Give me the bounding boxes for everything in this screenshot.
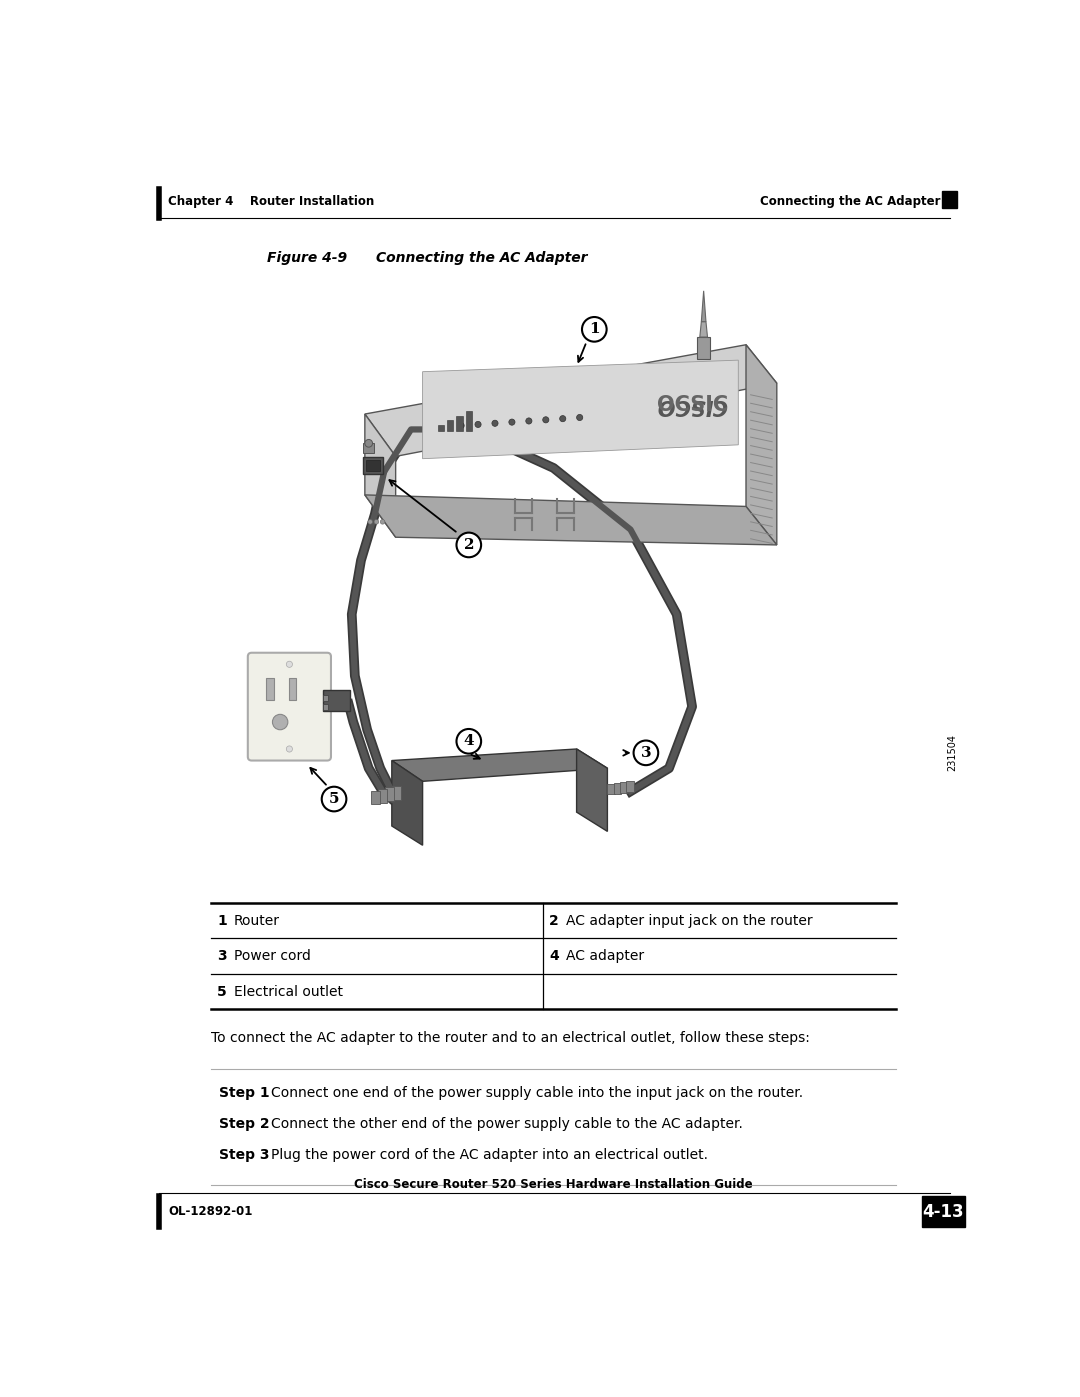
Text: CISCO: CISCO: [657, 395, 728, 415]
Bar: [620, 782, 627, 793]
Bar: [921, 1196, 964, 1227]
Bar: [942, 191, 957, 208]
Text: OL-12892-01: OL-12892-01: [168, 1206, 253, 1218]
Text: 2: 2: [463, 538, 474, 552]
Text: Router: Router: [234, 914, 280, 928]
Polygon shape: [701, 291, 706, 321]
Text: 3: 3: [217, 949, 227, 963]
Text: Figure 4-9: Figure 4-9: [267, 251, 347, 265]
Text: Plug the power cord of the AC adapter into an electrical outlet.: Plug the power cord of the AC adapter in…: [271, 1148, 707, 1162]
Bar: [392, 787, 401, 800]
Text: Power cord: Power cord: [234, 949, 311, 963]
Bar: [626, 781, 634, 792]
Text: Connect the other end of the power supply cable to the AC adapter.: Connect the other end of the power suppl…: [271, 1118, 743, 1132]
Bar: [266, 678, 274, 700]
Polygon shape: [700, 321, 707, 337]
Polygon shape: [577, 749, 607, 831]
Text: 5: 5: [328, 792, 339, 806]
FancyBboxPatch shape: [247, 652, 330, 760]
Circle shape: [582, 317, 607, 342]
Bar: [607, 784, 616, 795]
Bar: [288, 678, 296, 700]
Text: AC adapter: AC adapter: [566, 949, 644, 963]
Text: 231504: 231504: [947, 735, 957, 771]
Circle shape: [322, 787, 347, 812]
Polygon shape: [365, 414, 395, 538]
Polygon shape: [392, 749, 607, 781]
Bar: [457, 415, 462, 432]
Bar: [384, 788, 394, 802]
Text: AC adapter input jack on the router: AC adapter input jack on the router: [566, 914, 812, 928]
Bar: [323, 696, 328, 701]
Text: Connect one end of the power supply cable into the input jack on the router.: Connect one end of the power supply cabl…: [271, 1087, 804, 1101]
Text: Cisco Secure Router 520 Series Hardware Installation Guide: Cisco Secure Router 520 Series Hardware …: [354, 1178, 753, 1192]
Circle shape: [526, 418, 532, 425]
Polygon shape: [365, 345, 777, 457]
Text: Step 2: Step 2: [218, 1118, 269, 1132]
Bar: [378, 789, 387, 803]
Text: 2: 2: [549, 914, 558, 928]
Bar: [372, 791, 380, 805]
Text: 3: 3: [640, 746, 651, 760]
Circle shape: [458, 422, 464, 429]
Circle shape: [368, 520, 373, 524]
Text: Electrical outlet: Electrical outlet: [234, 985, 343, 999]
Circle shape: [559, 415, 566, 422]
Circle shape: [577, 415, 583, 420]
Bar: [366, 460, 380, 471]
Text: Step 1: Step 1: [218, 1087, 269, 1101]
Text: Chapter 4    Router Installation: Chapter 4 Router Installation: [168, 196, 375, 208]
Circle shape: [509, 419, 515, 425]
Bar: [613, 782, 621, 793]
Polygon shape: [422, 360, 739, 458]
Text: Connecting the AC Adapter: Connecting the AC Adapter: [759, 196, 940, 208]
Circle shape: [286, 661, 293, 668]
Circle shape: [374, 520, 379, 524]
Text: To connect the AC adapter to the router and to an electrical outlet, follow thes: To connect the AC adapter to the router …: [211, 1031, 810, 1045]
Polygon shape: [365, 495, 777, 545]
Bar: [363, 457, 383, 474]
Bar: [447, 420, 454, 432]
Circle shape: [475, 422, 481, 427]
Circle shape: [491, 420, 498, 426]
Bar: [323, 690, 350, 711]
Polygon shape: [392, 760, 422, 845]
Bar: [438, 425, 444, 432]
Text: 1: 1: [589, 323, 599, 337]
Circle shape: [457, 532, 481, 557]
Text: Step 3: Step 3: [218, 1148, 269, 1162]
Circle shape: [457, 729, 481, 753]
Text: 1: 1: [217, 914, 227, 928]
Text: 5: 5: [217, 985, 227, 999]
Text: OCSIC: OCSIC: [657, 395, 728, 415]
Bar: [698, 337, 710, 359]
Circle shape: [365, 440, 373, 447]
Circle shape: [634, 740, 658, 766]
Bar: [363, 443, 374, 453]
Text: 4-13: 4-13: [922, 1203, 964, 1221]
Circle shape: [286, 746, 293, 752]
Circle shape: [380, 520, 384, 524]
Bar: [323, 704, 328, 711]
Text: 4: 4: [549, 949, 558, 963]
Polygon shape: [746, 345, 777, 545]
Text: 4: 4: [463, 735, 474, 749]
Bar: [465, 411, 472, 432]
Circle shape: [543, 416, 549, 423]
Circle shape: [272, 714, 288, 729]
Text: Connecting the AC Adapter: Connecting the AC Adapter: [377, 251, 588, 265]
